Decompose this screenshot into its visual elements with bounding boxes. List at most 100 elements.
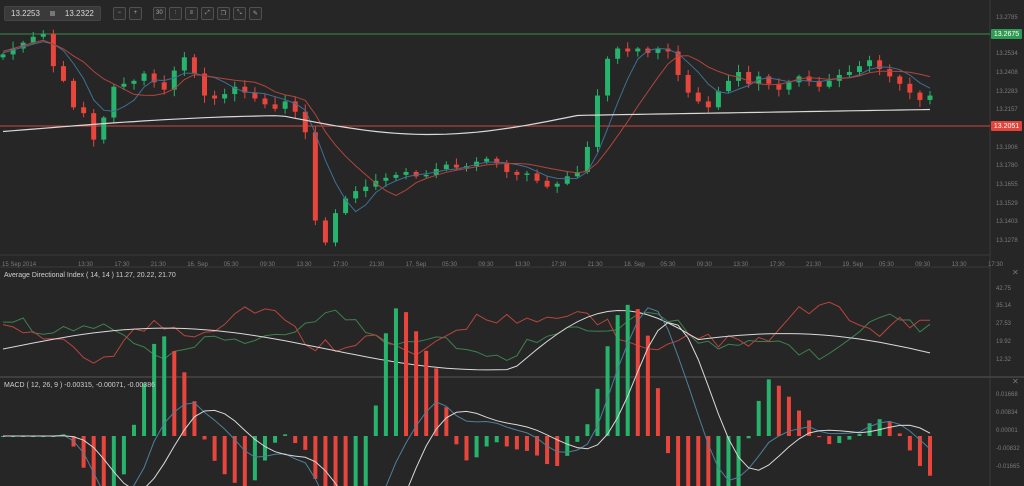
candle-body — [504, 163, 510, 172]
macd-histogram-bar — [776, 385, 781, 436]
macd-histogram-bar — [162, 336, 167, 436]
candle-body — [786, 82, 792, 90]
macd-histogram-bar — [323, 436, 328, 486]
time-axis-tick: 19. Sep — [842, 262, 864, 268]
price-axis-tick: 13.2785 — [996, 15, 1018, 21]
macd-histogram-bar — [283, 434, 288, 436]
macd-histogram-bar — [907, 436, 912, 451]
macd-histogram-bar — [252, 436, 257, 481]
macd-histogram-bar — [424, 350, 429, 436]
candle-body — [756, 76, 762, 84]
macd-histogram-bar — [867, 423, 872, 436]
candle-body — [705, 101, 711, 108]
zoom-out-button[interactable]: − — [112, 6, 126, 20]
macd-histogram-bar — [585, 424, 590, 436]
candle-body — [423, 174, 429, 177]
macd-histogram-bar — [212, 436, 217, 461]
candle-body — [524, 173, 530, 175]
macd-histogram-bar — [605, 346, 610, 436]
candle-body — [594, 95, 600, 147]
candle-body — [30, 36, 36, 43]
signal-line — [3, 322, 931, 486]
macd-histogram-bar — [625, 304, 630, 436]
macd-histogram-bar — [827, 436, 832, 445]
candle-body — [91, 113, 97, 140]
candle-body — [867, 60, 873, 67]
price-axis-tick: 13.2157 — [996, 107, 1018, 113]
time-axis-tick: 16. Sep — [187, 262, 208, 268]
candle-body — [141, 73, 147, 81]
macd-histogram-bar — [444, 407, 449, 436]
macd-histogram-bar — [746, 436, 751, 439]
macd-histogram-bar — [595, 388, 600, 436]
plus-di-line — [3, 309, 931, 361]
candle-body — [151, 73, 157, 83]
candle-body — [453, 164, 459, 168]
macd-histogram-bar — [786, 396, 791, 436]
time-axis-tick: 17:30 — [769, 262, 785, 268]
candle-body — [212, 95, 218, 99]
fullscreen-button[interactable]: ⤢ — [200, 6, 214, 20]
candle-body — [262, 98, 268, 105]
macd-histogram-bar — [555, 436, 560, 466]
candle-body — [40, 33, 46, 37]
candle-body — [826, 80, 832, 87]
candle-body — [746, 72, 752, 84]
adx-axis-tick: 19.92 — [996, 339, 1012, 345]
bid-ask-display: 13.2253 13.2322 — [4, 5, 101, 21]
candle-body — [302, 111, 308, 133]
candle-body — [917, 92, 923, 100]
macd-histogram-bar — [736, 436, 741, 486]
time-axis-tick: 09:30 — [915, 262, 931, 268]
chart-type-button[interactable]: ⫶ — [168, 6, 182, 20]
macd-histogram-bar — [535, 436, 540, 456]
adx-axis-tick: 35.14 — [996, 303, 1012, 309]
candle-body — [887, 69, 893, 77]
candle-body — [60, 66, 66, 81]
close-adx-panel-icon[interactable]: ✕ — [1012, 268, 1019, 277]
time-axis-tick: 17:30 — [114, 262, 130, 268]
candle-body — [413, 171, 419, 177]
close-macd-panel-icon[interactable]: ✕ — [1012, 377, 1019, 386]
timeframe-button[interactable]: 30 — [152, 6, 166, 20]
adx-axis-tick: 42.75 — [996, 286, 1012, 292]
macd-histogram-bar — [262, 436, 267, 461]
candle-body — [484, 158, 490, 162]
candle-body — [312, 132, 318, 221]
candle-body — [877, 60, 883, 70]
macd-histogram-bar — [494, 436, 499, 443]
macd-axis-tick: 0.01668 — [996, 392, 1018, 398]
zoom-out-icon: − — [117, 10, 122, 16]
candle-body — [222, 94, 228, 99]
macd-histogram-bar — [393, 308, 398, 436]
screenshot-button[interactable]: ⤡ — [232, 6, 246, 20]
draw-button[interactable]: ✎ — [248, 6, 262, 20]
time-axis-tick: 09:30 — [696, 262, 712, 268]
time-axis-tick: 15 Sep 2014 — [2, 262, 37, 268]
candle-body — [897, 76, 903, 84]
candle-body — [544, 180, 550, 187]
macd-histogram-bar — [676, 436, 681, 486]
macd-histogram-bar — [706, 436, 711, 486]
macd-histogram-bar — [131, 424, 136, 436]
macd-histogram-bar — [303, 436, 308, 450]
time-axis-tick: 13:30 — [78, 262, 94, 268]
indicators-icon: ≡ — [189, 10, 194, 16]
time-axis-tick: 13:30 — [951, 262, 967, 268]
copy-button[interactable]: ❐ — [216, 6, 230, 20]
adx-axis-tick: 12.32 — [996, 357, 1012, 363]
macd-histogram-bar — [837, 436, 842, 444]
candle-body — [615, 48, 621, 59]
macd-histogram-bar — [615, 315, 620, 436]
macd-histogram-bar — [897, 433, 902, 436]
time-axis-tick: 13:30 — [514, 262, 530, 268]
price-axis-tick: 13.2283 — [996, 89, 1018, 95]
candle-body — [363, 186, 369, 192]
timeframe-icon: 30 — [156, 10, 163, 16]
zoom-in-button[interactable]: + — [128, 6, 142, 20]
candle-body — [10, 48, 16, 55]
candle-body — [625, 48, 631, 52]
indicators-button[interactable]: ≡ — [184, 6, 198, 20]
candle-body — [736, 72, 742, 81]
